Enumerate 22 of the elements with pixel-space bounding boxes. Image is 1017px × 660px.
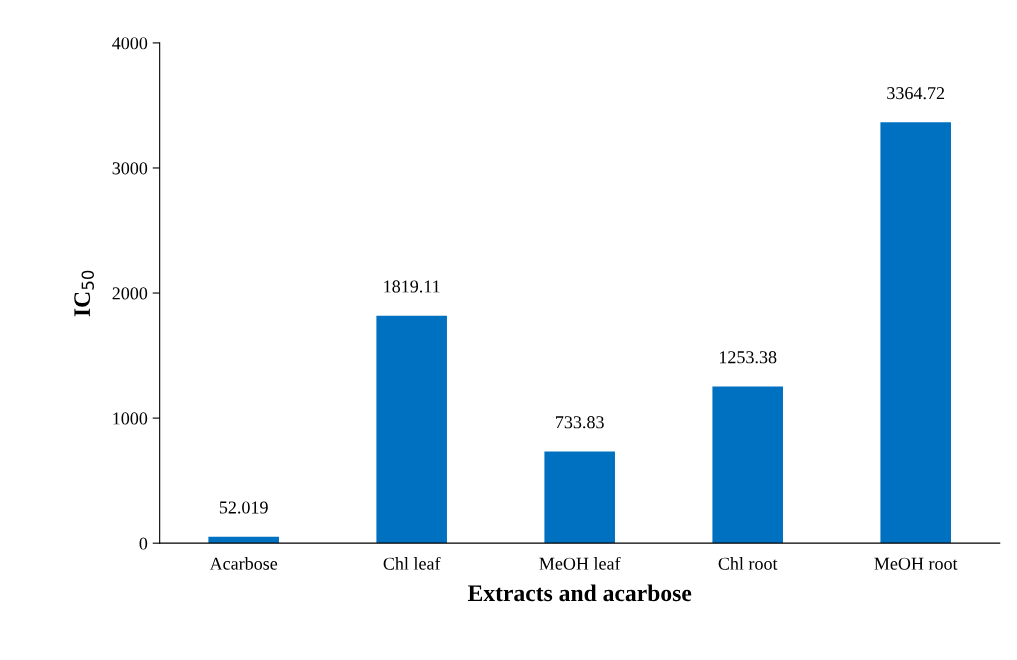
- bar: [376, 315, 447, 544]
- x-tick-label: MeOH leaf: [539, 556, 621, 570]
- x-tick-label: Acarbose: [209, 557, 278, 570]
- y-axis-title: IC$_{50}$: [74, 270, 94, 317]
- data-label: 1819.11: [384, 280, 440, 293]
- bar: [712, 386, 783, 544]
- y-tick-label: 1000: [113, 412, 148, 425]
- x-tick-label: MeOH root: [874, 557, 958, 570]
- bar: [880, 122, 951, 544]
- data-label: 1253.38: [719, 351, 777, 364]
- bar: [544, 451, 615, 544]
- x-tick-label: Chl leaf: [383, 556, 441, 570]
- y-tick-label: 4000: [112, 37, 148, 50]
- y-tick-label: 3000: [112, 162, 148, 175]
- x-tick-label: Chl root: [718, 557, 778, 570]
- data-label: 52.019: [219, 501, 268, 514]
- bar: [208, 536, 279, 544]
- data-label: 733.83: [556, 416, 604, 429]
- y-tick-label: 0: [139, 537, 148, 550]
- data-label: 3364.72: [887, 87, 945, 100]
- y-tick-label: 2000: [112, 287, 148, 300]
- x-axis-title: Extracts and acarbose: [467, 584, 692, 602]
